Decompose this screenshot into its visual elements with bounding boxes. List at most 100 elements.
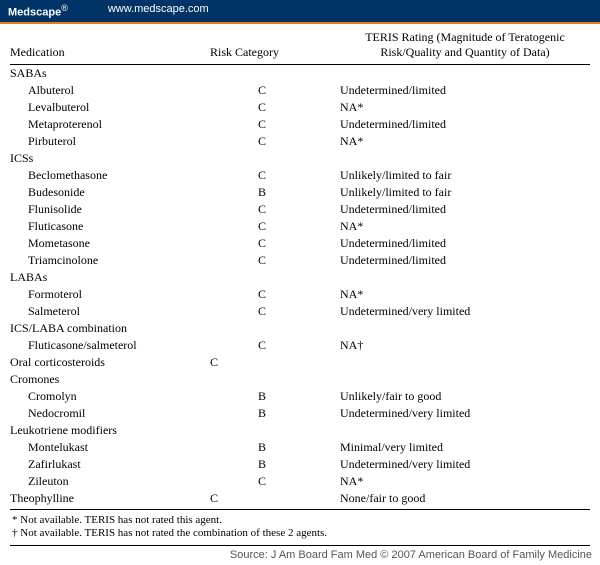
group-label: ICSs [10,150,210,167]
drug-risk: B [210,405,340,422]
drug-name: Metaproterenol [10,116,210,133]
drug-name: Salmeterol [10,303,210,320]
drug-teris: Undetermined/limited [340,235,590,252]
drug-risk: C [210,337,340,354]
drug-teris: Minimal/very limited [340,439,590,456]
group-row: ICSs [10,150,590,167]
group-risk: C [210,354,340,371]
drug-risk: B [210,439,340,456]
drug-name: Fluticasone/salmeterol [10,337,210,354]
drug-name: Montelukast [10,439,210,456]
group-row: Oral corticosteroidsC [10,354,590,371]
drug-row: BudesonideBUnlikely/limited to fair [10,184,590,201]
drug-teris: Undetermined/limited [340,82,590,99]
drug-row: SalmeterolCUndetermined/very limited [10,303,590,320]
source-line: Source: J Am Board Fam Med © 2007 Americ… [0,546,600,565]
drug-name: Flunisolide [10,201,210,218]
drug-row: TriamcinoloneCUndetermined/limited [10,252,590,269]
drug-row: ZafirlukastBUndetermined/very limited [10,456,590,473]
group-risk [210,269,340,286]
drug-risk: C [210,82,340,99]
table-body: SABAsAlbuterolCUndetermined/limitedLeval… [10,64,590,509]
drug-name: Beclomethasone [10,167,210,184]
group-label: LABAs [10,269,210,286]
drug-risk: C [210,286,340,303]
drug-row: MometasoneCUndetermined/limited [10,235,590,252]
drug-name: Zafirlukast [10,456,210,473]
group-teris [340,150,590,167]
drug-teris: NA† [340,337,590,354]
drug-teris: Undetermined/limited [340,201,590,218]
drug-risk: C [210,167,340,184]
drug-row: FormoterolCNA* [10,286,590,303]
drug-name: Formoterol [10,286,210,303]
drug-risk: B [210,456,340,473]
drug-name: Fluticasone [10,218,210,235]
drug-row: CromolynBUnlikely/fair to good [10,388,590,405]
medication-table: Medication Risk Category TERIS Rating (M… [10,28,590,510]
drug-name: Budesonide [10,184,210,201]
drug-row: LevalbuterolCNA* [10,99,590,116]
top-bar: Medscape® www.medscape.com [0,0,600,22]
group-teris [340,320,590,337]
group-teris [340,371,590,388]
drug-name: Pirbuterol [10,133,210,150]
drug-risk: C [210,252,340,269]
drug-name: Triamcinolone [10,252,210,269]
registered-mark: ® [61,3,68,13]
header-teris: TERIS Rating (Magnitude of Teratogenic R… [340,28,590,65]
drug-row: BeclomethasoneCUnlikely/limited to fair [10,167,590,184]
group-teris [340,422,590,439]
drug-teris: Undetermined/very limited [340,303,590,320]
group-row: TheophyllineCNone/fair to good [10,490,590,510]
drug-risk: C [210,99,340,116]
group-risk [210,150,340,167]
drug-risk: C [210,201,340,218]
site-url: www.medscape.com [108,3,209,19]
drug-teris: Undetermined/limited [340,116,590,133]
group-teris [340,354,590,371]
drug-teris: NA* [340,99,590,116]
group-label: Cromones [10,371,210,388]
footnote-b: † Not available. TERIS has not rated the… [12,527,590,541]
drug-teris: Undetermined/very limited [340,405,590,422]
group-label: SABAs [10,64,210,82]
drug-teris: NA* [340,473,590,490]
drug-name: Nedocromil [10,405,210,422]
drug-teris: Unlikely/limited to fair [340,167,590,184]
drug-risk: C [210,218,340,235]
group-row: LABAs [10,269,590,286]
drug-name: Albuterol [10,82,210,99]
group-risk [210,64,340,82]
drug-name: Levalbuterol [10,99,210,116]
drug-teris: NA* [340,286,590,303]
brand: Medscape® [8,3,68,19]
drug-risk: C [210,133,340,150]
drug-row: NedocromilBUndetermined/very limited [10,405,590,422]
drug-risk: C [210,473,340,490]
group-risk [210,422,340,439]
drug-name: Mometasone [10,235,210,252]
table-container: Medication Risk Category TERIS Rating (M… [0,24,600,510]
footnote-a: * Not available. TERIS has not rated thi… [12,514,590,528]
header-medication: Medication [10,28,210,65]
group-teris [340,269,590,286]
drug-row: AlbuterolCUndetermined/limited [10,82,590,99]
group-label: Leukotriene modifiers [10,422,210,439]
brand-name: Medscape [8,7,61,19]
drug-risk: B [210,184,340,201]
drug-teris: Unlikely/limited to fair [340,184,590,201]
drug-row: MetaproterenolCUndetermined/limited [10,116,590,133]
drug-row: FluticasoneCNA* [10,218,590,235]
drug-row: ZileutonCNA* [10,473,590,490]
group-risk [210,371,340,388]
footnotes: * Not available. TERIS has not rated thi… [0,510,600,544]
drug-teris: NA* [340,218,590,235]
group-label: Theophylline [10,490,210,510]
group-row: Leukotriene modifiers [10,422,590,439]
group-label: ICS/LABA combination [10,320,210,337]
drug-name: Zileuton [10,473,210,490]
group-label: Oral corticosteroids [10,354,210,371]
drug-row: MontelukastBMinimal/very limited [10,439,590,456]
drug-teris: NA* [340,133,590,150]
